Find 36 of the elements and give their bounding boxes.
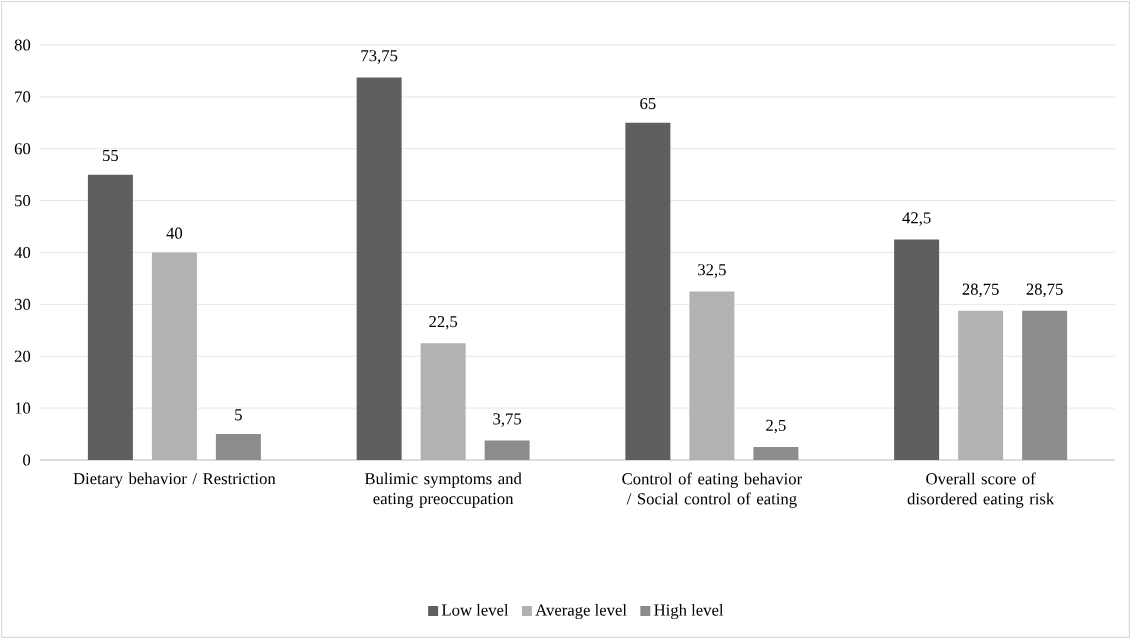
- y-tick-label: 80: [14, 39, 31, 51]
- data-label: 65: [640, 97, 656, 110]
- data-label: 55: [103, 149, 119, 162]
- y-tick-label: 50: [15, 195, 31, 207]
- data-label: 5: [235, 409, 242, 421]
- y-tick-label: 10: [15, 402, 31, 414]
- y-tick-label: 60: [14, 143, 31, 155]
- x-tick-label: Control of eating behavior / Social control of eating: [622, 472, 802, 508]
- x-tick-label: Bulimic symptoms and eating preoccupation: [364, 472, 522, 508]
- legend-label: Average level: [535, 603, 627, 620]
- bar: [753, 447, 799, 460]
- bar: [1022, 310, 1068, 460]
- data-label: 22,5: [429, 316, 458, 330]
- data-label: 3,75: [493, 413, 522, 427]
- y-tick-label: 30: [14, 298, 31, 310]
- x-tick-label: Overall score of disordered eating risk: [907, 472, 1055, 508]
- bar: [484, 440, 530, 460]
- data-label: 28,75: [1026, 283, 1063, 298]
- data-label: 32,5: [698, 264, 726, 278]
- x-tick-label: Dietary behavior / Restriction: [73, 472, 276, 488]
- y-tick-label: 70: [15, 91, 31, 103]
- y-tick-label: 0: [23, 454, 31, 466]
- legend-label: Low level: [441, 603, 509, 616]
- data-label: 40: [166, 227, 183, 239]
- bar: [87, 174, 133, 460]
- data-label: 73,75: [361, 50, 398, 64]
- legend-label: High level: [654, 603, 724, 620]
- bar: [894, 239, 940, 460]
- y-tick-label: 20: [14, 350, 31, 362]
- bar: [215, 434, 261, 460]
- data-label: 2,5: [766, 419, 786, 434]
- bar: [625, 122, 671, 460]
- bar: [356, 77, 402, 460]
- data-label: 28,75: [962, 283, 999, 298]
- data-label: 42,5: [902, 212, 931, 226]
- y-tick-label: 40: [14, 246, 31, 259]
